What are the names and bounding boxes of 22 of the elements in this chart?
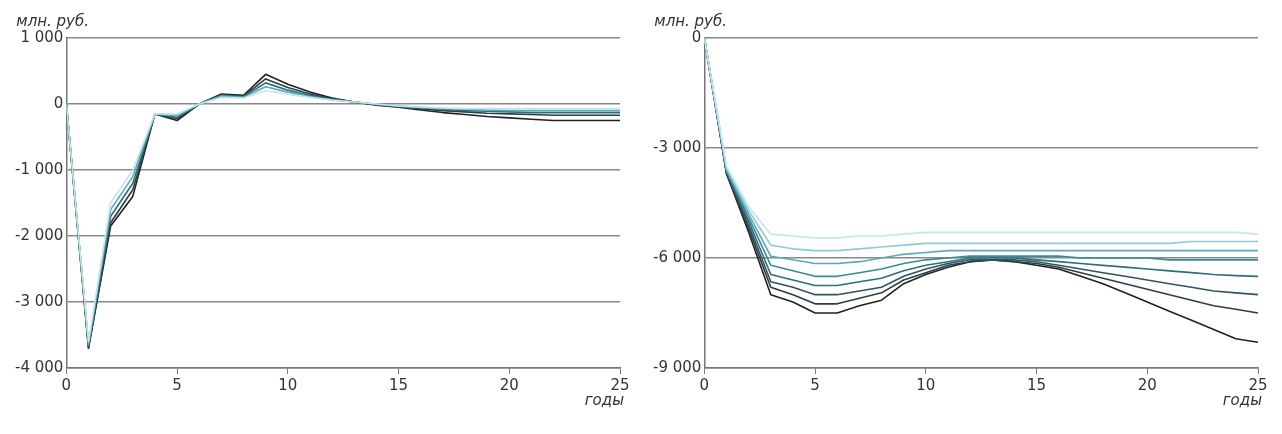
y-tick-label: -3 000 <box>653 137 702 156</box>
y-tick-label: -2 000 <box>15 225 64 244</box>
x-tick-label: 10 <box>278 375 298 394</box>
x-axis-title: годы <box>584 391 625 410</box>
y-axis-title: млн. руб. <box>16 12 90 31</box>
x-tick-label: 15 <box>388 375 409 394</box>
x-tick-label: 20 <box>499 375 519 394</box>
y-tick-label: 0 <box>53 93 64 112</box>
x-tick-label: 25 <box>1248 375 1268 394</box>
y-tick-label: -9 000 <box>653 357 702 376</box>
x-tick-label: 15 <box>1026 375 1047 394</box>
y-tick-label: -1 000 <box>15 159 64 178</box>
x-axis-title: годы <box>1222 391 1263 410</box>
x-tick-label: 10 <box>916 375 936 394</box>
y-tick-label: -6 000 <box>653 247 702 266</box>
y-tick-label: -4 000 <box>15 357 64 376</box>
y-axis-title: млн. руб. <box>654 12 728 31</box>
x-tick-label: 25 <box>610 375 630 394</box>
x-tick-label: 20 <box>1137 375 1157 394</box>
y-tick-label: -3 000 <box>15 291 64 310</box>
x-tick-label: 5 <box>172 375 182 394</box>
x-tick-label: 5 <box>810 375 820 394</box>
